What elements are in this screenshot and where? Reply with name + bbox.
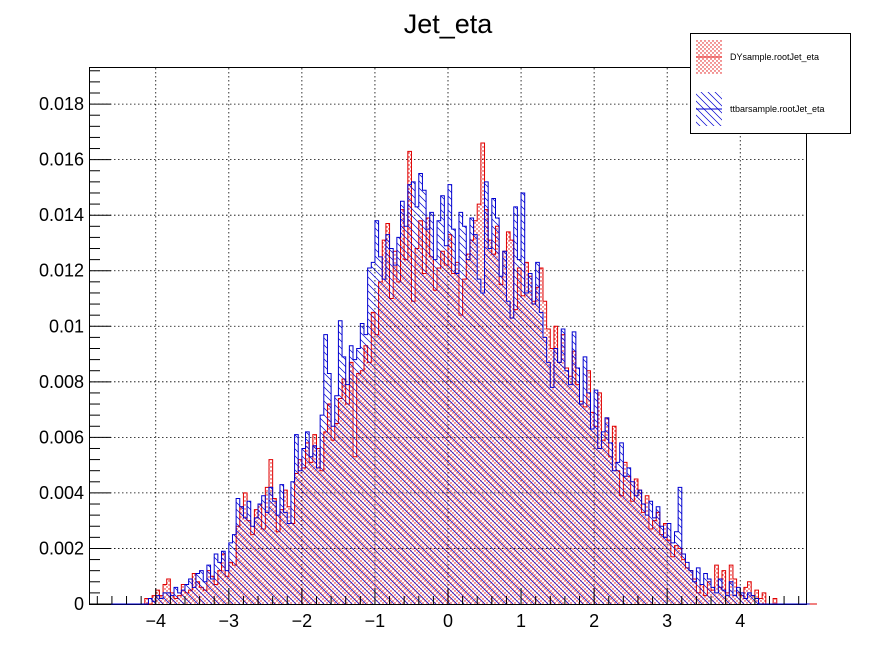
series-line-1 bbox=[90, 173, 810, 605]
y-tick-label-1: 0.002 bbox=[39, 538, 84, 558]
x-tick-label-8: 4 bbox=[735, 611, 745, 631]
y-tick-label-3: 0.006 bbox=[39, 427, 84, 447]
chart-title: Jet_eta bbox=[404, 9, 494, 39]
y-tick-label-5: 0.01 bbox=[49, 316, 84, 336]
y-tick-label-2: 0.004 bbox=[39, 483, 84, 503]
x-tick-label-2: −2 bbox=[292, 611, 313, 631]
x-tick-label-4: 0 bbox=[443, 611, 453, 631]
x-tick-label-5: 1 bbox=[516, 611, 526, 631]
histogram-series bbox=[90, 142, 817, 605]
plot-frame bbox=[89, 67, 807, 605]
x-tick-label-6: 2 bbox=[589, 611, 599, 631]
y-tick-label-4: 0.008 bbox=[39, 372, 84, 392]
legend: DYsample.rootJet_eta ttbarsample.rootJet… bbox=[690, 33, 851, 134]
y-tick-label-9: 0.018 bbox=[39, 94, 84, 114]
y-tick-label-7: 0.014 bbox=[39, 205, 84, 225]
series-fill-1 bbox=[90, 173, 810, 604]
x-tick-label-1: −3 bbox=[219, 611, 240, 631]
x-tick-label-7: 3 bbox=[662, 611, 672, 631]
y-tick-label-0: 0 bbox=[74, 594, 84, 614]
legend-label-ttbar: ttbarsample.rootJet_eta bbox=[730, 104, 825, 114]
x-tick-label-0: −4 bbox=[145, 611, 166, 631]
legend-label-dy: DYsample.rootJet_eta bbox=[730, 52, 819, 62]
y-tick-label-6: 0.012 bbox=[39, 261, 84, 281]
y-tick-label-8: 0.016 bbox=[39, 150, 84, 170]
legend-entry-dy: DYsample.rootJet_eta bbox=[696, 40, 819, 74]
legend-entry-ttbar: ttbarsample.rootJet_eta bbox=[696, 92, 825, 126]
axes: −4 −3 −2 −1 0 1 2 3 4 0 0.002 0.004 0.006 0.008 0.01 0.… bbox=[39, 70, 800, 631]
x-tick-label-3: −1 bbox=[365, 611, 386, 631]
